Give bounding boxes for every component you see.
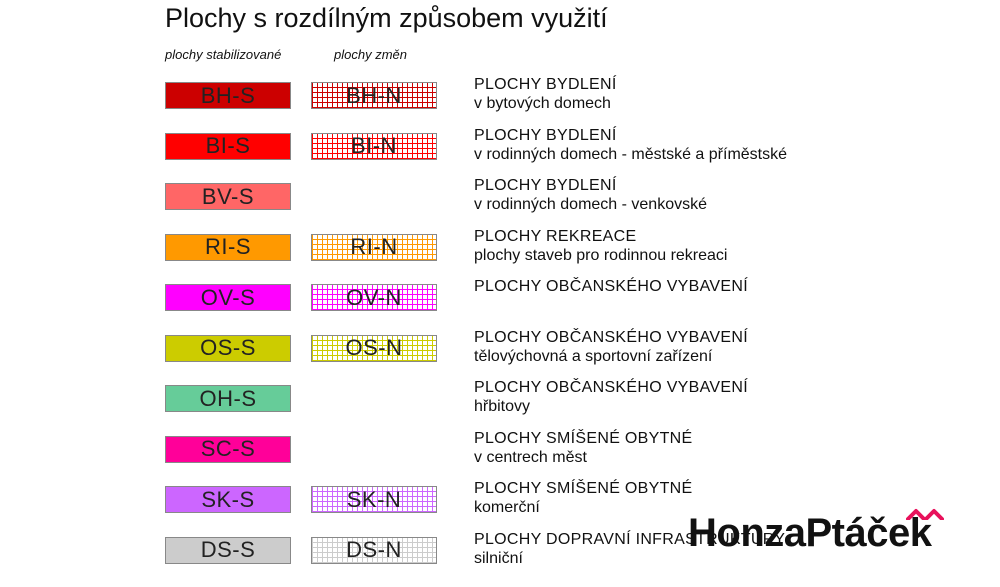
category-name: PLOCHY BYDLENÍ: [474, 177, 617, 194]
change-area-swatch: BI-N: [311, 132, 437, 160]
legend-row: OS-S OS-N PLOCHY OBČANSKÉHO VYBAVENÍ tělový…: [0, 329, 1000, 385]
legend-row: SC-S PLOCHY SMÍŠENÉ OBYTNÉ v centrech měst: [0, 430, 1000, 486]
legend-row: BH-S BH-N PLOCHY BYDLENÍ v bytových domech: [0, 76, 1000, 132]
category-detail: v centrech měst: [474, 448, 587, 466]
category-detail: plochy staveb pro rodinnou rekreaci: [474, 246, 728, 264]
category-name: PLOCHY REKREACE: [474, 227, 637, 245]
stabilized-area-swatch: SC-S: [165, 435, 291, 463]
legend-description: PLOCHY DOPRAVNÍ INFRASTRUKTURY silniční: [474, 530, 785, 568]
legend-description: PLOCHY BYDLENÍ v rodinných domech - venko…: [474, 176, 707, 214]
legend-description: PLOCHY SMÍŠENÉ OBYTNÉ v centrech měst: [474, 429, 693, 467]
category-name: PLOCHY SMÍŠENÉ OBYTNÉ: [474, 480, 693, 497]
stabilized-area-swatch: BI-S: [165, 132, 291, 160]
legend-description: PLOCHY OBČANSKÉHO VYBAVENÍ hřbitovy: [474, 378, 748, 416]
legend-row: OH-S PLOCHY OBČANSKÉHO VYBAVENÍ hřbitovy: [0, 379, 1000, 435]
category-detail: v bytových domech: [474, 95, 611, 112]
stabilized-area-swatch: SK-S: [165, 486, 291, 513]
category-detail: silniční: [474, 549, 523, 567]
change-area-swatch: DS-N: [311, 536, 437, 564]
legend-row: RI-S RI-N PLOCHY REKREACE plochy staveb pro…: [0, 228, 1000, 284]
category-detail: komerční: [474, 499, 540, 516]
legend-description: PLOCHY OBČANSKÉHO VYBAVENÍ: [474, 277, 748, 296]
column-header-stabilized: plochy stabilizované: [165, 47, 282, 62]
logo-text-first: Honza: [688, 511, 806, 555]
logo: HonzaPtáček: [688, 510, 932, 556]
legend-row: SK-S SK-N PLOCHY SMÍŠENÉ OBYTNÉ komerční: [0, 480, 1000, 536]
category-detail: tělovýchovná a sportovní zařízení: [474, 347, 713, 365]
legend-row: BI-S BI-N PLOCHY BYDLENÍ v rodinných domech…: [0, 127, 1000, 183]
category-detail: v rodinných domech - venkovské: [474, 196, 707, 213]
change-area-swatch: RI-N: [311, 233, 437, 261]
stabilized-area-swatch: BV-S: [165, 183, 291, 210]
category-name: PLOCHY BYDLENÍ: [474, 76, 617, 93]
legend-description: PLOCHY SMÍŠENÉ OBYTNÉ komerční: [474, 479, 693, 517]
stabilized-area-swatch: OS-S: [165, 334, 291, 362]
legend-description: PLOCHY REKREACE plochy staveb pro rodinno…: [474, 227, 727, 265]
category-name: PLOCHY SMÍŠENÉ OBYTNÉ: [474, 429, 693, 447]
legend-description: PLOCHY OBČANSKÉHO VYBAVENÍ tělovýchovná a…: [474, 328, 748, 366]
change-area-swatch: OS-N: [311, 334, 437, 362]
stabilized-area-swatch: OV-S: [165, 284, 291, 311]
legend-row: OV-S OV-N PLOCHY OBČANSKÉHO VYBAVENÍ: [0, 278, 1000, 334]
column-header-changes: plochy změn: [334, 47, 407, 62]
category-name: PLOCHY BYDLENÍ: [474, 126, 617, 144]
stabilized-area-swatch: OH-S: [165, 385, 291, 412]
category-name: PLOCHY OBČANSKÉHO VYBAVENÍ: [474, 278, 748, 295]
change-area-swatch: OV-N: [311, 284, 437, 311]
legend-description: PLOCHY BYDLENÍ v rodinných domech - městs…: [474, 126, 787, 164]
legend-row: DS-S DS-N PLOCHY DOPRAVNÍ INFRASTRUKTURY si…: [0, 531, 1000, 587]
stabilized-area-swatch: DS-S: [165, 536, 291, 564]
category-detail: hřbitovy: [474, 398, 531, 415]
stabilized-area-swatch: RI-S: [165, 233, 291, 261]
category-name: PLOCHY OBČANSKÉHO VYBAVENÍ: [474, 328, 748, 346]
category-detail: v rodinných domech - městské a příměstsk…: [474, 145, 788, 163]
stabilized-area-swatch: BH-S: [165, 82, 291, 109]
page-title: Plochy s rozdílným způsobem využití: [165, 3, 608, 33]
legend-description: PLOCHY BYDLENÍ v bytových domech: [474, 75, 617, 113]
category-name: PLOCHY DOPRAVNÍ INFRASTRUKTURY: [474, 530, 786, 548]
change-area-swatch: BH-N: [311, 82, 437, 109]
legend-row: BV-S PLOCHY BYDLENÍ v rodinných domech - v…: [0, 177, 1000, 233]
category-name: PLOCHY OBČANSKÉHO VYBAVENÍ: [474, 379, 748, 396]
logo-accent-icon: [906, 509, 944, 520]
change-area-swatch: SK-N: [311, 486, 437, 513]
